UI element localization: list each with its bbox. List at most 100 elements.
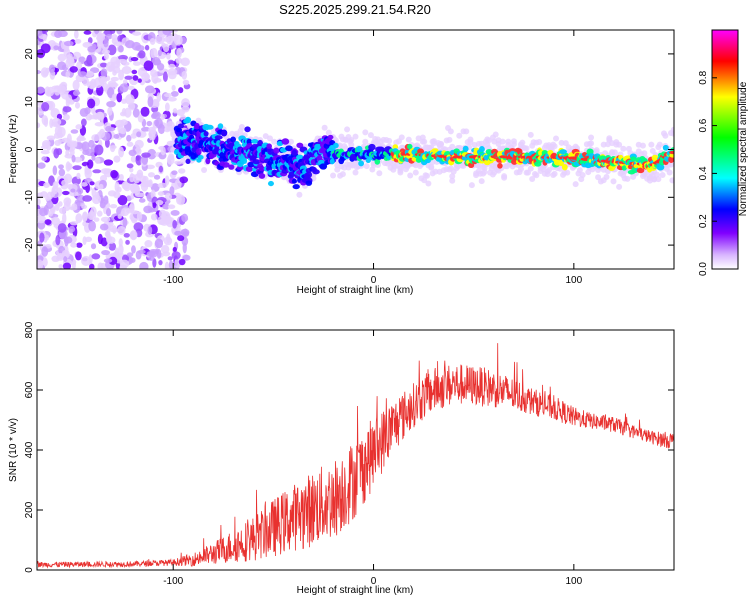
- ridge-cell: [291, 178, 297, 184]
- noise-cell: [164, 192, 173, 201]
- ridge-cell: [462, 145, 469, 152]
- ridge-cell: [217, 123, 224, 130]
- noise-cell: [57, 223, 67, 233]
- noise-cell: [173, 30, 179, 33]
- noise-cell: [65, 54, 72, 61]
- spectrogram-xtick-label: -100: [163, 275, 183, 286]
- noise-cell: [82, 195, 93, 202]
- ridge-halo: [342, 145, 349, 152]
- noise-cell: [46, 135, 56, 141]
- snr-ytick-label: 200: [24, 501, 35, 518]
- noise-cell: [169, 186, 175, 196]
- noise-cell: [146, 120, 153, 127]
- ridge-halo: [527, 131, 534, 138]
- noise-cell: [144, 240, 153, 248]
- noise-cell: [106, 100, 116, 108]
- ridge-halo: [656, 141, 663, 148]
- noise-cell: [145, 164, 155, 170]
- noise-cell: [58, 207, 67, 214]
- noise-cell: [103, 195, 109, 205]
- noise-cell: [87, 211, 97, 221]
- noise-cell: [153, 174, 161, 180]
- noise-cell: [103, 52, 109, 60]
- noise-cell: [77, 188, 84, 195]
- noise-cell: [150, 213, 158, 221]
- ridge-halo: [579, 172, 586, 179]
- noise-cell: [81, 141, 90, 152]
- noise-cell: [147, 96, 154, 108]
- noise-cell: [174, 179, 182, 189]
- noise-cell: [137, 114, 144, 123]
- ridge-halo: [478, 178, 485, 185]
- noise-cell: [100, 237, 108, 247]
- noise-cell: [182, 242, 187, 254]
- ridge-halo: [564, 169, 571, 176]
- noise-cell: [152, 258, 157, 268]
- noise-cell: [52, 165, 58, 176]
- ridge-cell: [258, 166, 266, 172]
- noise-cell: [110, 145, 117, 150]
- noise-cell: [74, 38, 82, 44]
- noise-cell: [82, 236, 87, 246]
- ridge-cell: [558, 159, 565, 167]
- noise-cell: [99, 223, 109, 231]
- noise-cell: [127, 85, 135, 90]
- noise-cell: [162, 203, 170, 210]
- noise-cell: [100, 68, 108, 78]
- ridge-cell: [305, 180, 313, 186]
- ridge-halo: [421, 177, 428, 184]
- noise-cell: [72, 165, 82, 171]
- noise-cell: [96, 39, 104, 49]
- ridge-halo: [363, 163, 370, 170]
- colorbar-tick-label: 0.0: [698, 262, 709, 276]
- ridge-cell: [296, 142, 304, 149]
- noise-cell: [41, 246, 49, 257]
- noise-cell: [142, 175, 149, 184]
- ridge-cell: [230, 136, 236, 143]
- colorbar-tick-label: 0.8: [698, 70, 709, 84]
- noise-cell: [150, 69, 158, 78]
- noise-cell: [94, 191, 100, 200]
- ridge-halo: [624, 175, 631, 182]
- ridge-halo: [344, 126, 351, 133]
- noise-cell: [42, 34, 47, 42]
- noise-cell: [181, 98, 190, 108]
- ridge-cell: [267, 180, 274, 187]
- ridge-halo: [536, 139, 543, 146]
- ridge-halo: [501, 174, 508, 181]
- ridge-halo: [429, 158, 436, 165]
- noise-cell: [74, 102, 81, 109]
- ridge-halo: [339, 171, 346, 178]
- ridge-cell: [221, 130, 228, 137]
- ridge-cell: [196, 148, 202, 155]
- ridge-halo: [421, 138, 428, 145]
- ridge-halo: [348, 137, 355, 144]
- ridge-cell: [417, 148, 425, 155]
- ridge-cell: [291, 149, 297, 156]
- noise-cell: [62, 190, 70, 196]
- noise-cell: [37, 122, 41, 129]
- ridge-halo: [321, 124, 328, 131]
- ridge-cell: [245, 165, 253, 173]
- noise-cell: [148, 255, 155, 261]
- noise-cell: [163, 236, 173, 246]
- noise-cell: [72, 90, 80, 96]
- ridge-halo: [446, 136, 453, 143]
- noise-cell: [57, 126, 66, 138]
- snr-ylabel: SNR (10 * v/v): [8, 418, 19, 482]
- noise-cell: [46, 200, 54, 209]
- spectrogram-ytick-label: -10: [24, 190, 35, 205]
- noise-cell: [105, 34, 113, 40]
- ridge-halo: [533, 172, 540, 179]
- ridge-cell: [258, 172, 266, 179]
- ridge-cell: [431, 148, 439, 154]
- noise-cell: [132, 108, 140, 118]
- noise-cell: [99, 62, 108, 68]
- ridge-cell: [266, 143, 272, 150]
- ridge-cell: [236, 165, 245, 171]
- noise-cell: [125, 239, 130, 245]
- noise-cell: [168, 63, 176, 69]
- ridge-halo: [553, 135, 560, 142]
- ridge-halo: [603, 174, 610, 181]
- ridge-halo: [517, 166, 524, 173]
